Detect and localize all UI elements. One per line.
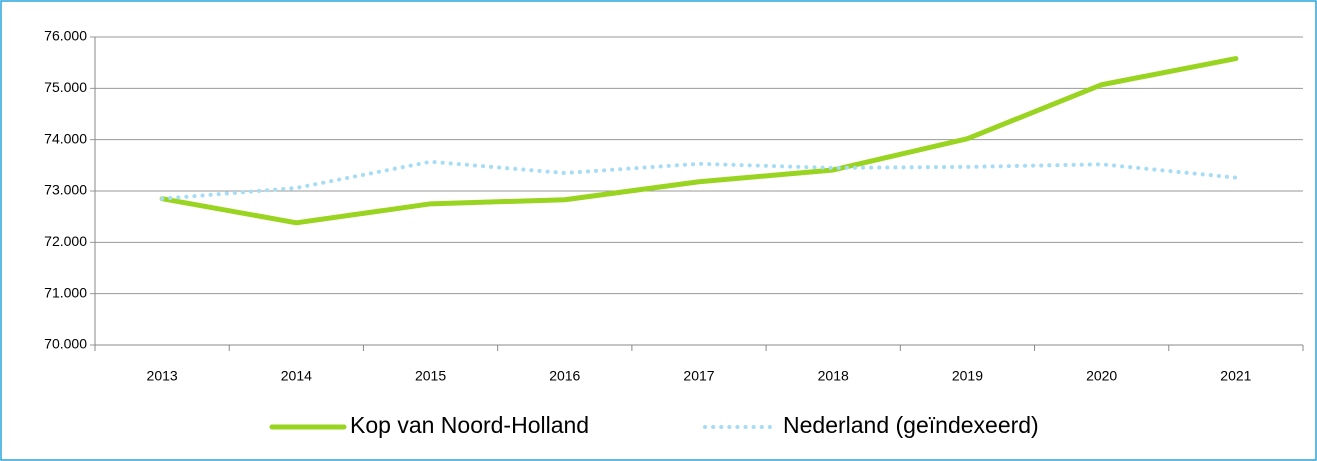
series-line bbox=[160, 159, 1238, 201]
y-tick-label: 70.000 bbox=[44, 336, 87, 352]
x-tick-label: 2013 bbox=[147, 368, 178, 384]
x-tick-label: 2019 bbox=[952, 368, 983, 384]
y-tick-label: 71.000 bbox=[44, 284, 87, 300]
y-tick-label: 73.000 bbox=[44, 182, 87, 198]
x-tick-label: 2021 bbox=[1220, 368, 1251, 384]
y-tick-label: 76.000 bbox=[44, 28, 87, 44]
series-line bbox=[159, 56, 1239, 226]
x-tick-label: 2020 bbox=[1086, 368, 1117, 384]
legend-label: Nederland (geïndexeerd) bbox=[783, 412, 1039, 438]
y-tick-label: 74.000 bbox=[44, 130, 87, 146]
y-tick-label: 75.000 bbox=[44, 79, 87, 95]
legend-label: Kop van Noord-Holland bbox=[350, 412, 589, 438]
x-tick-label: 2014 bbox=[281, 368, 312, 384]
y-tick-label: 72.000 bbox=[44, 233, 87, 249]
x-tick-label: 2017 bbox=[683, 368, 714, 384]
x-tick-label: 2018 bbox=[818, 368, 849, 384]
x-tick-label: 2015 bbox=[415, 368, 446, 384]
x-tick-label: 2016 bbox=[549, 368, 580, 384]
